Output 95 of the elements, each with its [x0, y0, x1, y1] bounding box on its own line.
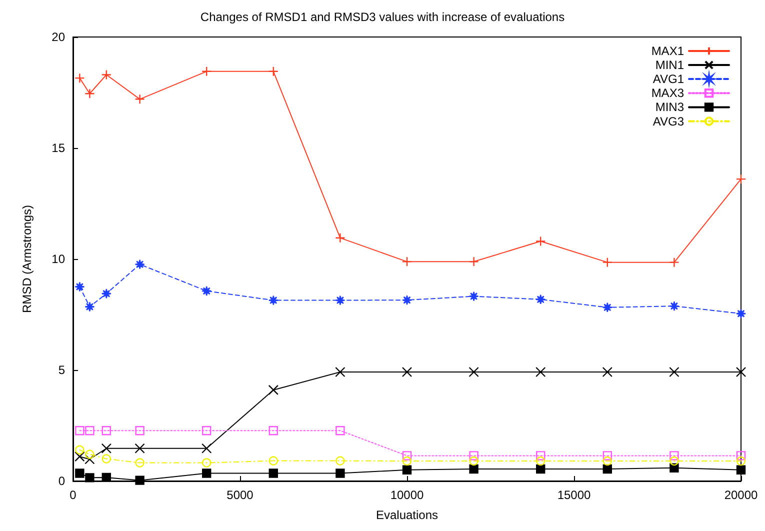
point [469, 464, 478, 474]
point [736, 174, 746, 184]
point [202, 468, 212, 478]
point [670, 456, 679, 466]
point [75, 445, 84, 455]
point [602, 366, 612, 378]
point [335, 295, 346, 306]
point [536, 456, 546, 466]
point [468, 256, 479, 267]
point [335, 366, 346, 378]
point [268, 66, 278, 77]
point [202, 66, 212, 77]
point [135, 476, 144, 485]
point [268, 295, 278, 306]
point [736, 451, 746, 460]
chart-title: Changes of RMSD1 and RMSD3 values with increase of evaluations [200, 10, 565, 24]
point [602, 456, 612, 466]
point [602, 451, 612, 460]
legend-label: AVG1 [652, 72, 684, 86]
point [469, 451, 478, 460]
point [101, 288, 112, 299]
point [134, 94, 145, 104]
point [74, 72, 85, 84]
legend-label: MAX3 [651, 86, 684, 100]
point [135, 458, 144, 468]
x-tick-label: 5000 [226, 488, 254, 502]
y-tick-label: 5 [58, 363, 66, 377]
point [602, 257, 612, 268]
point [202, 443, 212, 454]
point [602, 464, 612, 474]
point [84, 88, 95, 99]
point [669, 257, 680, 268]
point [402, 465, 412, 474]
point [402, 294, 412, 306]
point [84, 302, 95, 312]
y-tick-label: 15 [52, 141, 66, 155]
point [85, 450, 94, 459]
point [336, 468, 345, 478]
x-axis-title: Evaluations [376, 508, 438, 522]
point [736, 366, 746, 378]
point [468, 291, 479, 302]
point [202, 458, 212, 468]
legend-label: AVG3 [652, 114, 684, 128]
point [101, 443, 112, 454]
y-axis-title: RMSD (Armstrongs) [20, 204, 34, 314]
point [268, 456, 278, 466]
point [736, 456, 746, 466]
point [134, 259, 145, 270]
point [669, 366, 680, 378]
point [102, 426, 111, 436]
point [75, 426, 84, 436]
point [536, 451, 546, 460]
point [402, 451, 412, 460]
point [135, 426, 144, 436]
point [602, 302, 612, 312]
legend-label: MAX1 [651, 44, 684, 58]
point [268, 426, 278, 436]
point [335, 232, 346, 244]
x-tick-label: 10000 [390, 488, 424, 502]
point [74, 282, 85, 292]
point [402, 456, 412, 466]
point [736, 465, 746, 474]
point [402, 366, 412, 378]
point [202, 426, 212, 436]
point [101, 70, 112, 80]
legend-label: MIN3 [655, 100, 684, 114]
x-tick-label: 0 [70, 488, 77, 502]
x-tick-label: 20000 [724, 488, 758, 502]
point [670, 451, 679, 460]
x-tick-label: 15000 [557, 488, 592, 502]
point [469, 456, 478, 466]
point [202, 286, 212, 296]
legend-label: MIN1 [655, 58, 684, 72]
point [536, 294, 546, 305]
point [536, 464, 546, 474]
point [536, 366, 546, 378]
point [669, 300, 680, 312]
point [84, 454, 95, 464]
point [85, 426, 94, 436]
point [74, 451, 85, 462]
point [336, 456, 345, 466]
point [268, 384, 278, 396]
y-tick-label: 20 [52, 30, 66, 44]
point [402, 256, 412, 267]
point [468, 366, 479, 378]
y-tick-label: 10 [52, 252, 66, 266]
point [536, 236, 546, 246]
point [736, 308, 746, 319]
point [75, 468, 84, 478]
y-tick-label: 0 [58, 474, 66, 488]
point [134, 443, 145, 454]
point [102, 454, 111, 464]
point [268, 468, 278, 478]
point [85, 473, 94, 482]
point [336, 426, 345, 436]
